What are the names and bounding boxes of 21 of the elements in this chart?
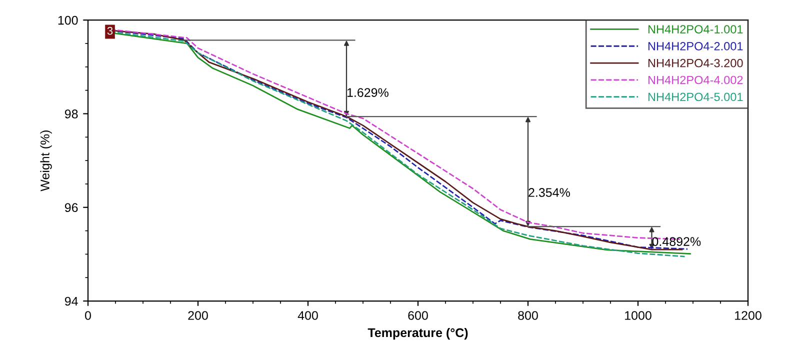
x-tick-label: 200 — [188, 311, 208, 320]
legend-label: NH4H2PO4-1.001 — [648, 25, 743, 34]
annotation: 2.354% — [528, 188, 570, 197]
x-tick-label: 800 — [518, 311, 538, 320]
x-tick-label: 1000 — [625, 311, 652, 320]
y-tick-label: 100 — [58, 16, 78, 25]
y-axis-title: Weight (%) — [40, 130, 52, 192]
x-tick-label: 1200 — [735, 311, 762, 320]
legend-label: NH4H2PO4-4.002 — [648, 76, 743, 84]
annotation: 1.629% — [347, 88, 388, 97]
legend-label: NH4H2PO4-2.001 — [648, 42, 743, 50]
legend-label: NH4H2PO4-5.001 — [648, 92, 743, 102]
annotation: 0.4892% — [652, 237, 701, 246]
x-tick-label: 400 — [298, 311, 318, 320]
x-tick-label: 600 — [408, 311, 428, 320]
y-tick-label: 94 — [64, 296, 78, 306]
legend-label: NH4H2PO4-3.200 — [648, 58, 743, 68]
x-axis-title: Temperature (°C) — [368, 328, 468, 340]
y-tick-label: 98 — [64, 110, 78, 118]
x-tick-label: 0 — [85, 311, 91, 320]
y-tick-label: 96 — [64, 203, 78, 212]
